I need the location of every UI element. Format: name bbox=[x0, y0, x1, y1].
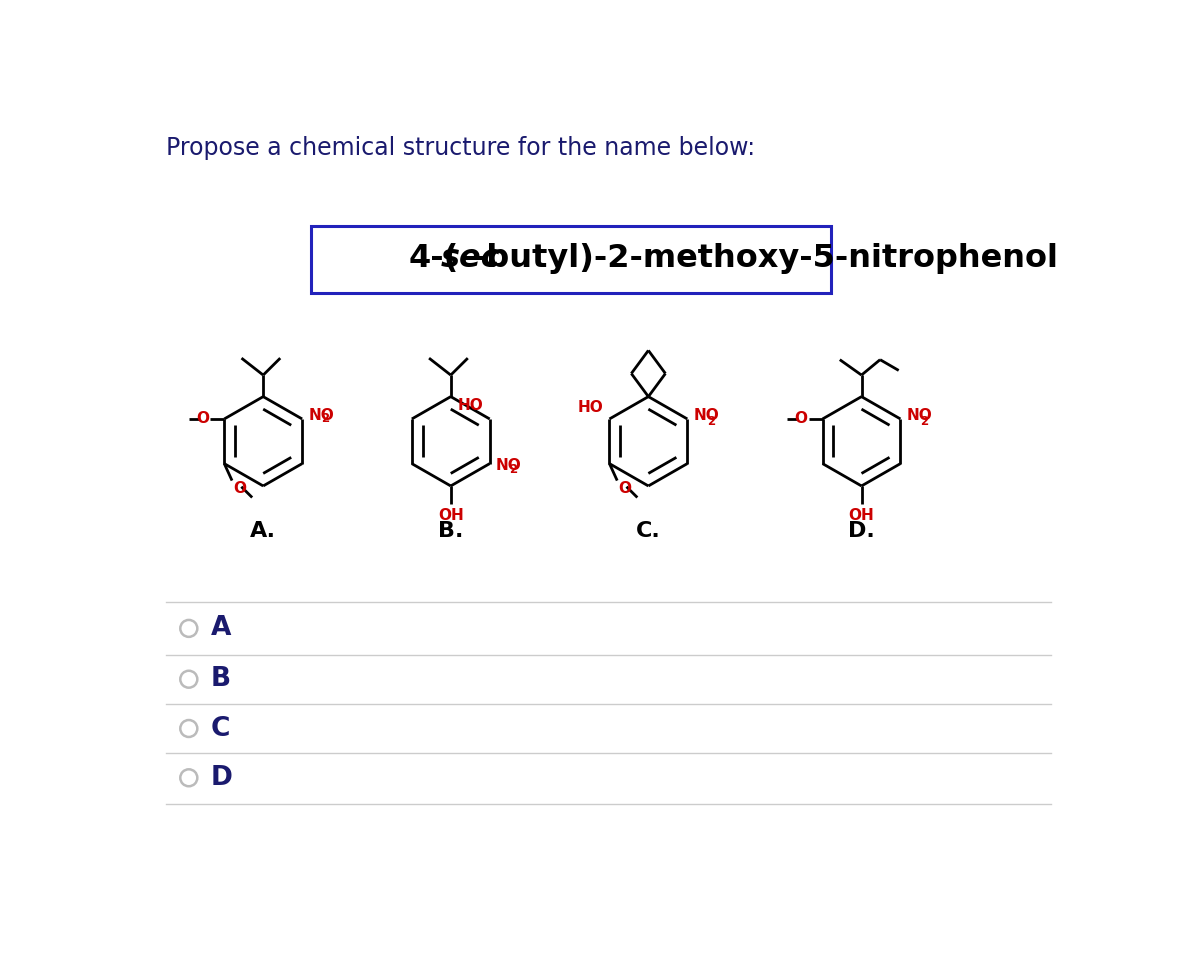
Text: NO: NO bbox=[906, 408, 933, 424]
Text: C: C bbox=[210, 715, 229, 742]
Text: 2: 2 bbox=[921, 415, 929, 427]
Text: OH: OH bbox=[848, 508, 874, 522]
Text: D: D bbox=[210, 765, 233, 791]
Text: HO: HO bbox=[577, 400, 604, 415]
Text: C.: C. bbox=[636, 520, 661, 541]
Text: O: O bbox=[619, 480, 632, 496]
Text: 2: 2 bbox=[707, 415, 715, 427]
Text: 2: 2 bbox=[322, 413, 329, 426]
Text: O: O bbox=[794, 412, 807, 427]
Text: B: B bbox=[210, 667, 230, 692]
Text: D.: D. bbox=[848, 520, 874, 541]
Text: Propose a chemical structure for the name below:: Propose a chemical structure for the nam… bbox=[165, 136, 754, 160]
Text: OH: OH bbox=[438, 508, 463, 522]
Text: A.: A. bbox=[251, 520, 276, 541]
Text: NO: NO bbox=[495, 458, 522, 472]
Text: 4-(: 4-( bbox=[409, 242, 459, 273]
Text: sec: sec bbox=[441, 242, 500, 273]
Text: A: A bbox=[210, 616, 230, 641]
FancyBboxPatch shape bbox=[311, 225, 830, 294]
Text: NO: NO bbox=[694, 408, 719, 424]
Text: O: O bbox=[196, 412, 209, 427]
Text: HO: HO bbox=[457, 398, 484, 413]
Text: O: O bbox=[234, 480, 247, 496]
Text: B.: B. bbox=[438, 520, 463, 541]
Text: -butyl)-2-methoxy-5-nitrophenol: -butyl)-2-methoxy-5-nitrophenol bbox=[473, 242, 1059, 273]
Text: 2: 2 bbox=[508, 464, 517, 476]
Text: NO: NO bbox=[309, 408, 334, 423]
